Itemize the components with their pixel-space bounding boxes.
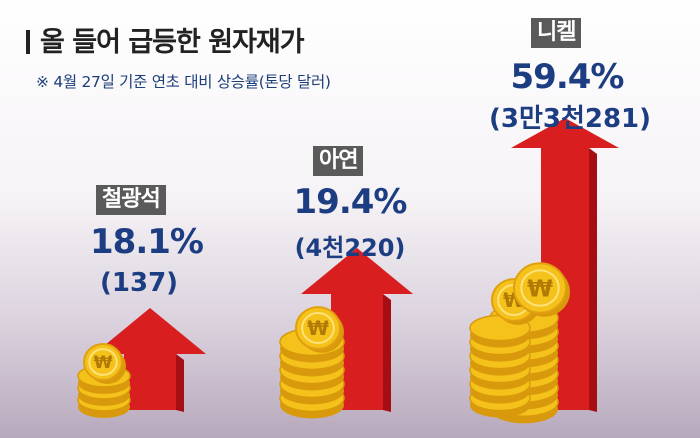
value-label-nickel: 59.4%: [510, 57, 625, 97]
arrow-shade-nickel: [589, 148, 597, 412]
chart-note: ※ 4월 27일 기준 연초 대비 상승률(톤당 달러): [36, 73, 331, 91]
title-bar-mark: [26, 30, 30, 54]
chart-title: 올 들어 급등한 원자재가: [26, 20, 305, 59]
arrow-shade-iron-ore: [176, 354, 184, 412]
arrow-shade-zinc: [383, 294, 391, 412]
arrow-iron-ore: [94, 308, 206, 410]
price-label-zinc: (4천220): [294, 234, 406, 262]
price-label-nickel: (3만3천281): [488, 104, 652, 134]
price-label-iron-ore: (137): [100, 268, 179, 298]
category-tag-iron-ore: 철광석: [96, 185, 166, 215]
coin-face-zinc-won-symbol: ₩: [307, 317, 329, 340]
value-label-zinc: 19.4%: [293, 182, 408, 222]
title-text: 올 들어 급등한 원자재가: [40, 27, 305, 58]
coin-face-nickel-b-won-symbol: ₩: [527, 274, 553, 302]
coin-face-zinc-ring: [301, 312, 335, 344]
category-tag-zinc: 아연: [313, 146, 364, 176]
coin-face-iron-ore-ring: [88, 348, 118, 376]
arrow-zinc: [301, 248, 413, 410]
value-label-iron-ore: 18.1%: [90, 222, 204, 262]
arrow-nickel: [511, 118, 619, 410]
coin-face-iron-ore-won-symbol: ₩: [94, 353, 113, 373]
coin-face-nickel-b-ring: [520, 269, 560, 307]
category-tag-nickel: 니켈: [531, 18, 582, 48]
